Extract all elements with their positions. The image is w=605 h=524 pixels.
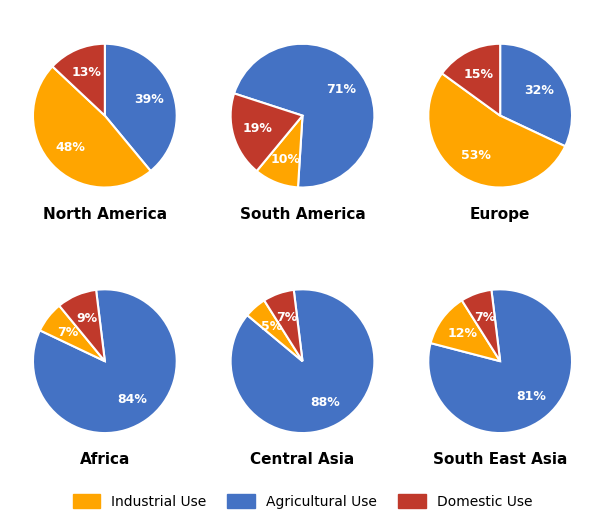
Wedge shape [234,44,374,188]
Wedge shape [53,44,105,116]
Text: 7%: 7% [474,311,495,324]
Title: South America: South America [240,206,365,222]
Wedge shape [431,300,500,361]
Title: Europe: Europe [470,206,531,222]
Text: 7%: 7% [276,311,298,324]
Wedge shape [428,73,565,188]
Text: 13%: 13% [71,66,101,79]
Wedge shape [442,44,500,116]
Text: 10%: 10% [270,152,300,166]
Text: 12%: 12% [448,327,477,340]
Text: 81%: 81% [516,390,546,403]
Title: North America: North America [43,206,167,222]
Text: 71%: 71% [326,83,356,96]
Wedge shape [257,116,302,188]
Wedge shape [40,305,105,361]
Text: 48%: 48% [56,141,86,154]
Wedge shape [500,44,572,146]
Text: 88%: 88% [310,396,340,409]
Title: South East Asia: South East Asia [433,452,567,467]
Text: 15%: 15% [464,68,494,81]
Wedge shape [247,300,302,361]
Wedge shape [264,290,302,361]
Wedge shape [462,290,500,361]
Title: Central Asia: Central Asia [250,452,355,467]
Text: 39%: 39% [134,93,164,106]
Wedge shape [105,44,177,171]
Legend: Industrial Use, Agricultural Use, Domestic Use: Industrial Use, Agricultural Use, Domest… [67,488,538,515]
Text: 32%: 32% [525,84,555,97]
Wedge shape [428,289,572,433]
Text: 5%: 5% [261,320,283,333]
Wedge shape [231,289,374,433]
Title: Africa: Africa [80,452,130,467]
Text: 7%: 7% [57,326,79,339]
Wedge shape [231,93,302,171]
Text: 84%: 84% [117,392,147,406]
Text: 19%: 19% [243,122,273,135]
Wedge shape [59,290,105,361]
Text: 53%: 53% [462,149,491,162]
Wedge shape [33,67,151,188]
Wedge shape [33,289,177,433]
Text: 9%: 9% [76,312,97,325]
